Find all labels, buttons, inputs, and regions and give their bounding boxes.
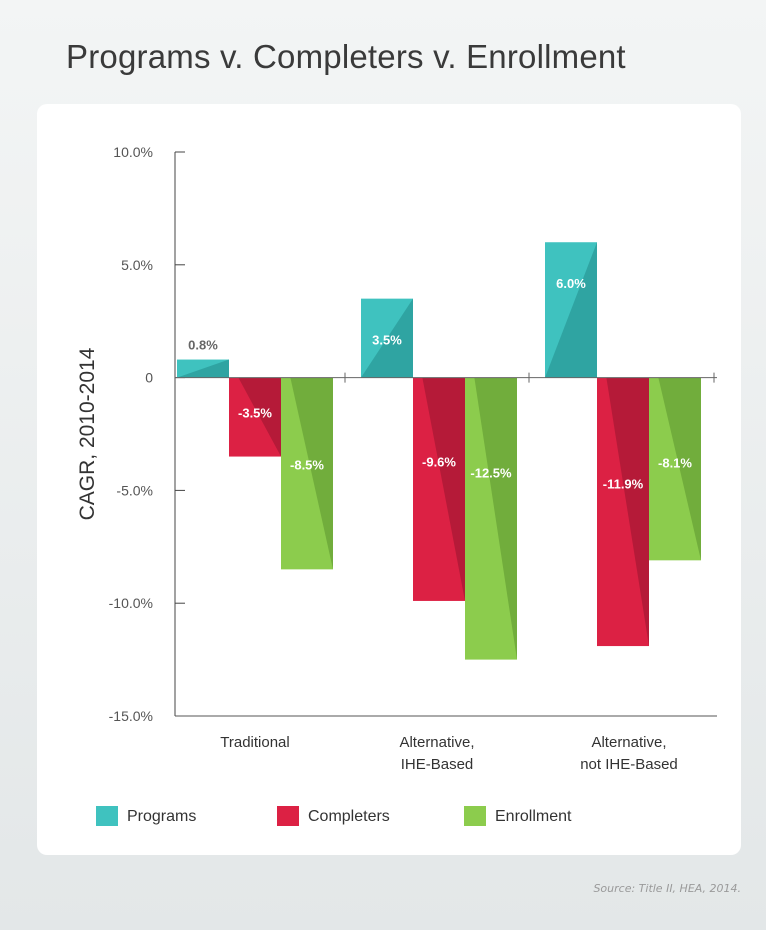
- y-axis-label: CAGR, 2010-2014: [76, 347, 99, 520]
- y-tick-label: -5.0%: [116, 482, 153, 498]
- legend-label: Completers: [308, 808, 390, 825]
- x-tick-label: Alternative,: [591, 734, 666, 751]
- legend-swatch-programs: [96, 806, 118, 826]
- y-tick-label: -10.0%: [109, 595, 153, 611]
- data-label: -8.5%: [290, 458, 324, 473]
- bar-chart: 10.0% 5.0% 0 -5.0% -10.0% -15.0% CAGR, 2010-20…: [76, 144, 717, 826]
- page-title: Programs v. Completers v. Enrollment: [66, 38, 626, 75]
- data-label: -12.5%: [470, 466, 512, 481]
- bar-shade: [422, 377, 465, 601]
- legend-swatch-completers: [277, 806, 299, 826]
- bar-shade: [658, 377, 701, 561]
- chart-card: 10.0% 5.0% 0 -5.0% -10.0% -15.0% CAGR, 2010-20…: [37, 104, 741, 855]
- legend-label: Enrollment: [495, 808, 572, 825]
- bar-shade: [177, 359, 229, 378]
- x-tick-label: IHE-Based: [401, 756, 474, 773]
- legend-swatch-enrollment: [464, 806, 486, 826]
- legend-label: Programs: [127, 808, 196, 825]
- data-label: 0.8%: [188, 338, 218, 353]
- source-note: Source: Title II, HEA, 2014.: [593, 882, 741, 895]
- x-tick-label: Alternative,: [399, 734, 474, 751]
- y-tick-label: 10.0%: [113, 144, 153, 160]
- y-tick-label: 5.0%: [121, 257, 153, 273]
- bar-shade: [238, 377, 281, 457]
- data-label: -8.1%: [658, 456, 692, 471]
- bar-shade: [290, 377, 333, 570]
- x-tick-label: not IHE-Based: [580, 756, 678, 773]
- data-label: 6.0%: [556, 276, 586, 291]
- bar-shade: [474, 377, 517, 660]
- data-label: -11.9%: [603, 477, 644, 492]
- bar-shade: [545, 242, 597, 378]
- y-tick-label: -15.0%: [109, 708, 153, 724]
- bar-shade: [606, 377, 649, 647]
- data-label: -3.5%: [238, 406, 272, 421]
- y-tick-label: 0: [145, 370, 153, 386]
- x-tick-label: Traditional: [220, 734, 289, 751]
- data-label: -9.6%: [422, 455, 456, 470]
- data-label: 3.5%: [372, 333, 402, 348]
